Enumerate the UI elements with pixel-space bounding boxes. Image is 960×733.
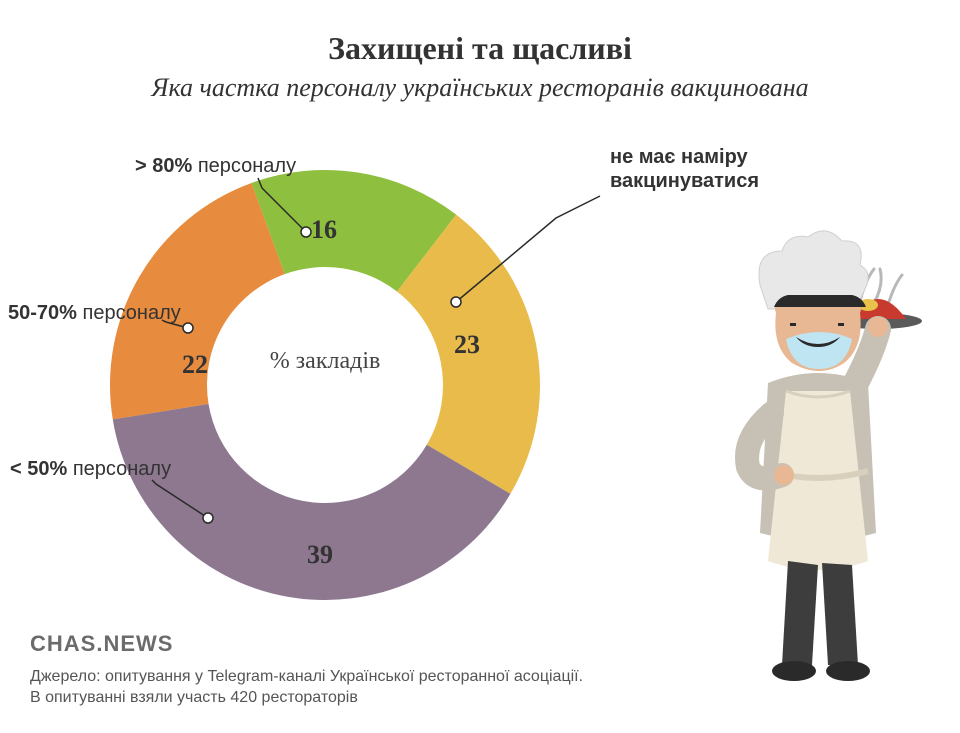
eye-r xyxy=(838,323,844,326)
brand-logo: CHAS.NEWS xyxy=(30,631,173,657)
value-over80: 16 xyxy=(311,215,337,245)
leg-left xyxy=(782,561,818,665)
source-text: Джерело: опитування у Telegram-каналі Ук… xyxy=(30,666,583,709)
hand-right xyxy=(868,317,888,337)
eye-l xyxy=(790,323,796,326)
label-50to70: 50-70% персоналу xyxy=(8,302,181,325)
label-nointent: не має наміру вакцинуватися xyxy=(610,145,840,193)
title: Захищені та щасливі xyxy=(0,30,960,67)
value-50to70: 22 xyxy=(182,350,208,380)
shoe-right xyxy=(826,661,870,681)
hand-left xyxy=(774,465,794,485)
subtitle: Яка частка персоналу українських рестора… xyxy=(0,72,960,105)
value-under50: 39 xyxy=(307,540,333,570)
label-under50: < 50% персоналу xyxy=(10,458,171,481)
infographic-root: Захищені та щасливі Яка частка персоналу… xyxy=(0,0,960,733)
chef-illustration xyxy=(690,223,930,703)
hair xyxy=(774,295,866,307)
leg-right xyxy=(822,563,858,665)
value-nointent: 23 xyxy=(454,330,480,360)
label-over80: > 80% персоналу xyxy=(135,155,296,178)
shoe-left xyxy=(772,661,816,681)
